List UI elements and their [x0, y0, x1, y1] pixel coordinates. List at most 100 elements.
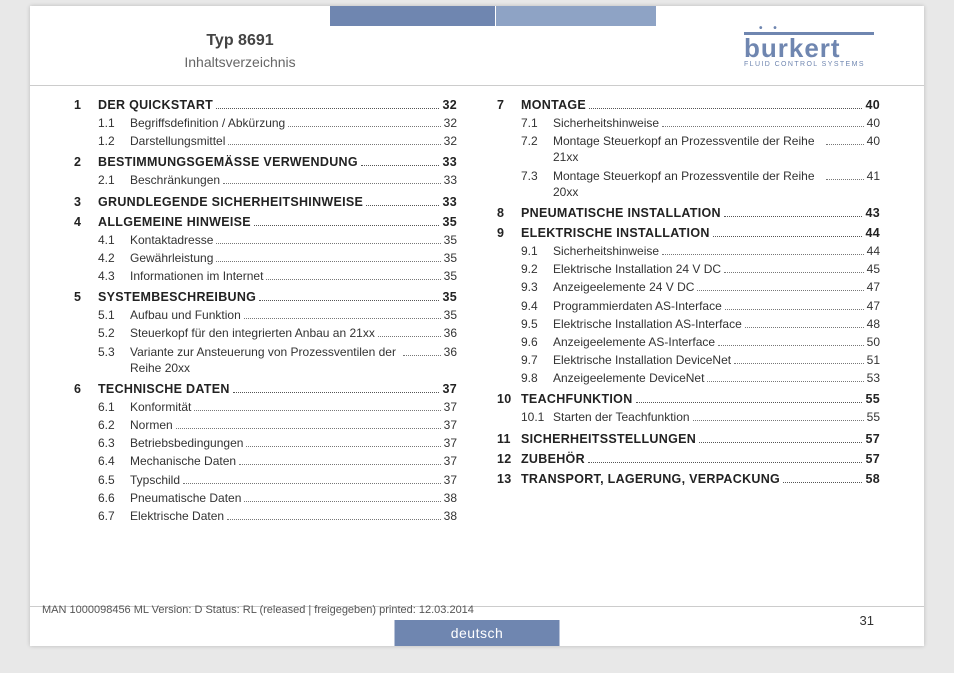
toc-section-heading[interactable]: 9Elektrische Installation44: [497, 226, 880, 240]
subsection-page: 35: [444, 250, 457, 266]
toc-section-heading[interactable]: 1Der Quickstart32: [74, 98, 457, 112]
toc-subsection[interactable]: 4.2Gewährleistung35: [74, 250, 457, 266]
toc-subsection[interactable]: 5.1Aufbau und Funktion35: [74, 307, 457, 323]
toc-section-heading[interactable]: 13Transport, Lagerung, Verpackung58: [497, 472, 880, 486]
section-page: 40: [865, 98, 880, 112]
dot-leader: [246, 446, 440, 447]
toc-section-heading[interactable]: 7Montage40: [497, 98, 880, 112]
toc-section: 11Sicherheitsstellungen57: [497, 432, 880, 446]
subsection-title: Elektrische Daten: [130, 508, 224, 524]
section-title: Bestimmungsgemässe Verwendung: [98, 155, 358, 169]
section-page: 33: [442, 155, 457, 169]
dot-leader: [378, 336, 441, 337]
subsection-page: 47: [867, 298, 880, 314]
toc-subsection[interactable]: 7.1Sicherheitshinweise40: [497, 115, 880, 131]
subsection-title: Kontaktadresse: [130, 232, 213, 248]
toc-subsection[interactable]: 9.5Elektrische Installation AS-Interface…: [497, 316, 880, 332]
section-page: 57: [865, 452, 880, 466]
doc-title: Typ 8691: [30, 32, 450, 50]
section-number: 8: [497, 206, 521, 220]
toc-subsection[interactable]: 9.4Programmierdaten AS-Interface47: [497, 298, 880, 314]
toc-subsection[interactable]: 9.8Anzeigeelemente DeviceNet53: [497, 370, 880, 386]
toc-subsection[interactable]: 2.1Beschränkungen33: [74, 172, 457, 188]
toc-section: 6Technische Daten376.1Konformität376.2No…: [74, 382, 457, 524]
subsection-page: 36: [444, 344, 457, 360]
doc-subtitle: Inhaltsverzeichnis: [30, 54, 450, 70]
subsection-title: Informationen im Internet: [130, 268, 263, 284]
toc-subsection[interactable]: 10.1Starten der Teachfunktion55: [497, 409, 880, 425]
toc-subsection[interactable]: 6.3Betriebsbedingungen37: [74, 435, 457, 451]
subsection-title: Pneumatische Daten: [130, 490, 241, 506]
subsection-number: 6.1: [98, 399, 130, 415]
toc-subsection[interactable]: 6.1Konformität37: [74, 399, 457, 415]
subsection-title: Sicherheitshinweise: [553, 115, 659, 131]
toc-subsection[interactable]: 1.2Darstellungsmittel32: [74, 133, 457, 149]
section-title: Pneumatische Installation: [521, 206, 721, 220]
toc-section: 5Systembeschreibung35 5.1Aufbau und Funkt…: [74, 290, 457, 376]
dot-leader: [697, 290, 863, 291]
page-header: Typ 8691 Inhaltsverzeichnis • • burkert …: [30, 30, 924, 86]
subsection-title: Starten der Teachfunktion: [553, 409, 690, 425]
toc-subsection[interactable]: 9.2Elektrische Installation 24 V DC45: [497, 261, 880, 277]
toc-section-heading[interactable]: 10Teachfunktion55: [497, 392, 880, 406]
subsection-number: 5.3: [98, 344, 130, 360]
dot-leader: [259, 300, 439, 301]
toc-subsection[interactable]: 1.1Begriffsdefinition / Abkürzung32: [74, 115, 457, 131]
toc-subsection[interactable]: 9.7Elektrische Installation DeviceNet51: [497, 352, 880, 368]
toc-subsection[interactable]: 5.3Variante zur Ansteuerung von Prozessv…: [74, 344, 457, 376]
subsection-title: Sicherheitshinweise: [553, 243, 659, 259]
section-title: Grundlegende Sicherheitshinweise: [98, 195, 363, 209]
toc-subsection[interactable]: 7.2Montage Steuerkopf an Prozessventile …: [497, 133, 880, 165]
section-number: 7: [497, 98, 521, 112]
toc-section-heading[interactable]: 2Bestimmungsgemässe Verwendung33: [74, 155, 457, 169]
toc-subsection[interactable]: 4.1Kontaktadresse35: [74, 232, 457, 248]
logo-name: burkert: [744, 33, 841, 63]
dot-leader: [366, 205, 439, 206]
subsection-title: Konformität: [130, 399, 191, 415]
toc-subsection[interactable]: 4.3Informationen im Internet35: [74, 268, 457, 284]
toc-subsection[interactable]: 6.2Normen37: [74, 417, 457, 433]
subsection-number: 6.7: [98, 508, 130, 524]
section-title: Elektrische Installation: [521, 226, 710, 240]
dot-leader: [183, 483, 441, 484]
toc-subsection[interactable]: 9.6Anzeigeelemente AS-Interface50: [497, 334, 880, 350]
dot-leader: [699, 442, 862, 443]
toc-subsection[interactable]: 6.6Pneumatische Daten38: [74, 490, 457, 506]
toc-subsection[interactable]: 6.4Mechanische Daten37: [74, 453, 457, 469]
toc-section-heading[interactable]: 8Pneumatische Installation43: [497, 206, 880, 220]
subsection-number: 2.1: [98, 172, 130, 188]
subsection-title: Gewährleistung: [130, 250, 213, 266]
section-page: 33: [442, 195, 457, 209]
subsection-title: Typschild: [130, 472, 180, 488]
subsection-page: 37: [444, 417, 457, 433]
subsection-page: 41: [867, 168, 880, 184]
toc-section-heading[interactable]: 4Allgemeine Hinweise35: [74, 215, 457, 229]
toc-subsection[interactable]: 9.3Anzeigeelemente 24 V DC47: [497, 279, 880, 295]
toc-section-heading[interactable]: 5Systembeschreibung35: [74, 290, 457, 304]
toc-section: 9Elektrische Installation44 9.1Sicherheit…: [497, 226, 880, 387]
dot-leader: [734, 363, 864, 364]
toc-subsection[interactable]: 7.3Montage Steuerkopf an Prozessventile …: [497, 168, 880, 200]
toc-section-heading[interactable]: 6Technische Daten37: [74, 382, 457, 396]
subsection-page: 36: [444, 325, 457, 341]
toc-section: 13Transport, Lagerung, Verpackung58: [497, 472, 880, 486]
subsection-number: 7.3: [521, 168, 553, 184]
subsection-title: Elektrische Installation DeviceNet: [553, 352, 731, 368]
subsection-title: Steuerkopf für den integrierten Anbau an…: [130, 325, 375, 341]
toc-subsection[interactable]: 6.7Elektrische Daten38: [74, 508, 457, 524]
subsection-title: Programmierdaten AS-Interface: [553, 298, 722, 314]
page-number: 31: [860, 613, 874, 628]
toc-subsection[interactable]: 5.2Steuerkopf für den integrierten Anbau…: [74, 325, 457, 341]
toc-subsection[interactable]: 6.5Typschild37: [74, 472, 457, 488]
toc-section-heading[interactable]: 3Grundlegende Sicherheitshinweise33: [74, 195, 457, 209]
dot-leader: [725, 309, 864, 310]
subsection-page: 32: [444, 133, 457, 149]
subsection-title: Anzeigeelemente DeviceNet: [553, 370, 704, 386]
subsection-title: Montage Steuerkopf an Prozessventile der…: [553, 168, 823, 200]
toc-section-heading[interactable]: 12Zubehör57: [497, 452, 880, 466]
toc-subsection[interactable]: 9.1Sicherheitshinweise44: [497, 243, 880, 259]
subsection-page: 37: [444, 435, 457, 451]
toc-section: 12Zubehör57: [497, 452, 880, 466]
dot-leader: [826, 179, 864, 180]
toc-section-heading[interactable]: 11Sicherheitsstellungen57: [497, 432, 880, 446]
